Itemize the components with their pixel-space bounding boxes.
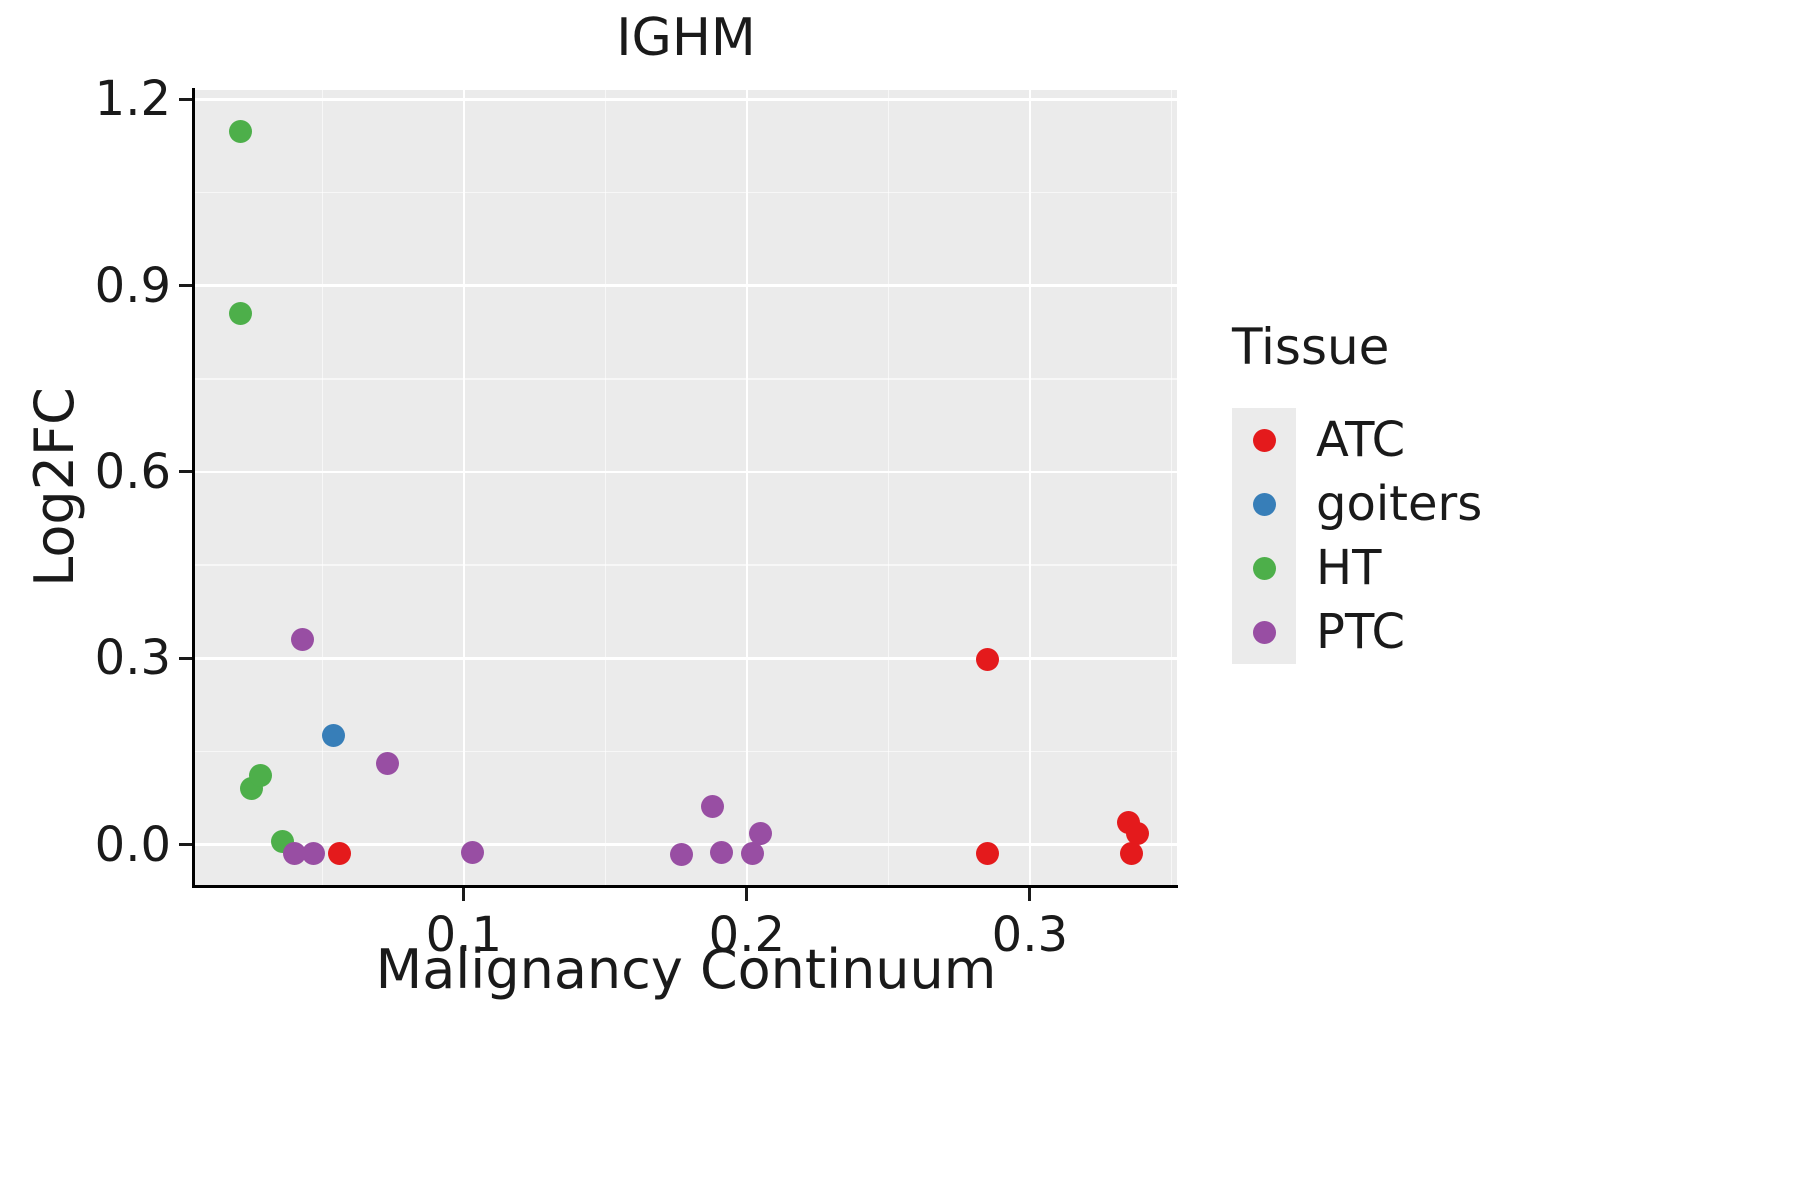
y-tick-mark [179,656,192,660]
x-tick-mark [462,888,466,901]
gridline-major-x [1028,90,1032,885]
data-point [701,794,725,818]
data-point [282,842,306,866]
gridline-minor-x [1170,90,1173,885]
y-tick-label: 0.9 [94,257,171,314]
legend-key [1232,408,1296,472]
data-point [975,842,999,866]
legend-item: ATC [1232,408,1482,472]
legend-dot-ht [1252,556,1276,580]
legend-item: PTC [1232,600,1482,664]
x-tick-mark [745,888,749,901]
data-point [228,120,252,144]
x-tick-label: 0.1 [425,907,503,963]
y-tick-mark [179,97,192,101]
legend: Tissue ATC goiters HT PTC [1232,318,1482,664]
legend-key [1232,536,1296,600]
legend-key [1232,472,1296,536]
x-axis-line [192,885,1178,888]
x-tick-label: 0.2 [708,907,786,963]
data-point [670,843,694,867]
data-point [709,841,733,865]
y-tick-label: 0.3 [94,630,171,687]
gridline-minor-y [195,564,1177,566]
data-point [460,840,484,864]
data-point [375,752,399,776]
legend-item-label: PTC [1316,604,1405,660]
x-tick-label: 0.3 [991,907,1068,963]
gridline-minor-x [604,90,607,885]
legend-item: HT [1232,536,1482,600]
legend-dot-atc [1252,428,1276,452]
legend-item: goiters [1232,472,1482,536]
gridline-major-y [195,657,1177,660]
legend-item-label: goiters [1316,476,1483,532]
y-tick-mark [179,843,192,847]
legend-dot-ptc [1252,620,1276,644]
gridline-major-x [745,90,749,885]
legend-items: ATC goiters HT PTC [1232,408,1482,664]
gridline-major-y [195,470,1177,474]
y-tick-label: 1.2 [94,71,171,128]
gridline-major-y [195,284,1177,287]
data-point [327,842,351,866]
data-point [1125,821,1149,845]
data-point [975,648,999,672]
legend-dot-goiters [1252,492,1276,516]
legend-title: Tissue [1232,318,1390,376]
data-point [322,724,346,748]
y-axis-title: Log2FC [23,387,86,587]
gridline-major-x [462,90,466,885]
data-point [291,628,315,652]
data-point [749,821,773,845]
gridline-major-y [195,98,1177,101]
legend-key [1232,600,1296,664]
gridline-minor-y [195,378,1177,380]
y-tick-mark [179,470,192,474]
data-point [741,842,764,866]
gridline-minor-y [195,750,1177,753]
data-point [1120,842,1144,866]
data-point [302,842,326,866]
y-tick-label: 0.0 [94,816,171,873]
data-point [228,302,252,326]
x-axis-title: Malignancy Continuum [375,938,997,1001]
gridline-minor-x [887,90,890,885]
chart-title: IGHM [616,8,756,68]
x-tick-mark [1028,888,1032,901]
gridline-minor-x [321,90,324,885]
data-point [248,763,272,787]
y-tick-mark [179,284,192,288]
legend-item-label: ATC [1316,412,1406,468]
y-tick-label: 0.6 [94,443,171,500]
plot-panel [195,90,1177,885]
gridline-minor-y [195,191,1177,194]
legend-item-label: HT [1316,540,1382,596]
y-axis-line [192,88,195,888]
